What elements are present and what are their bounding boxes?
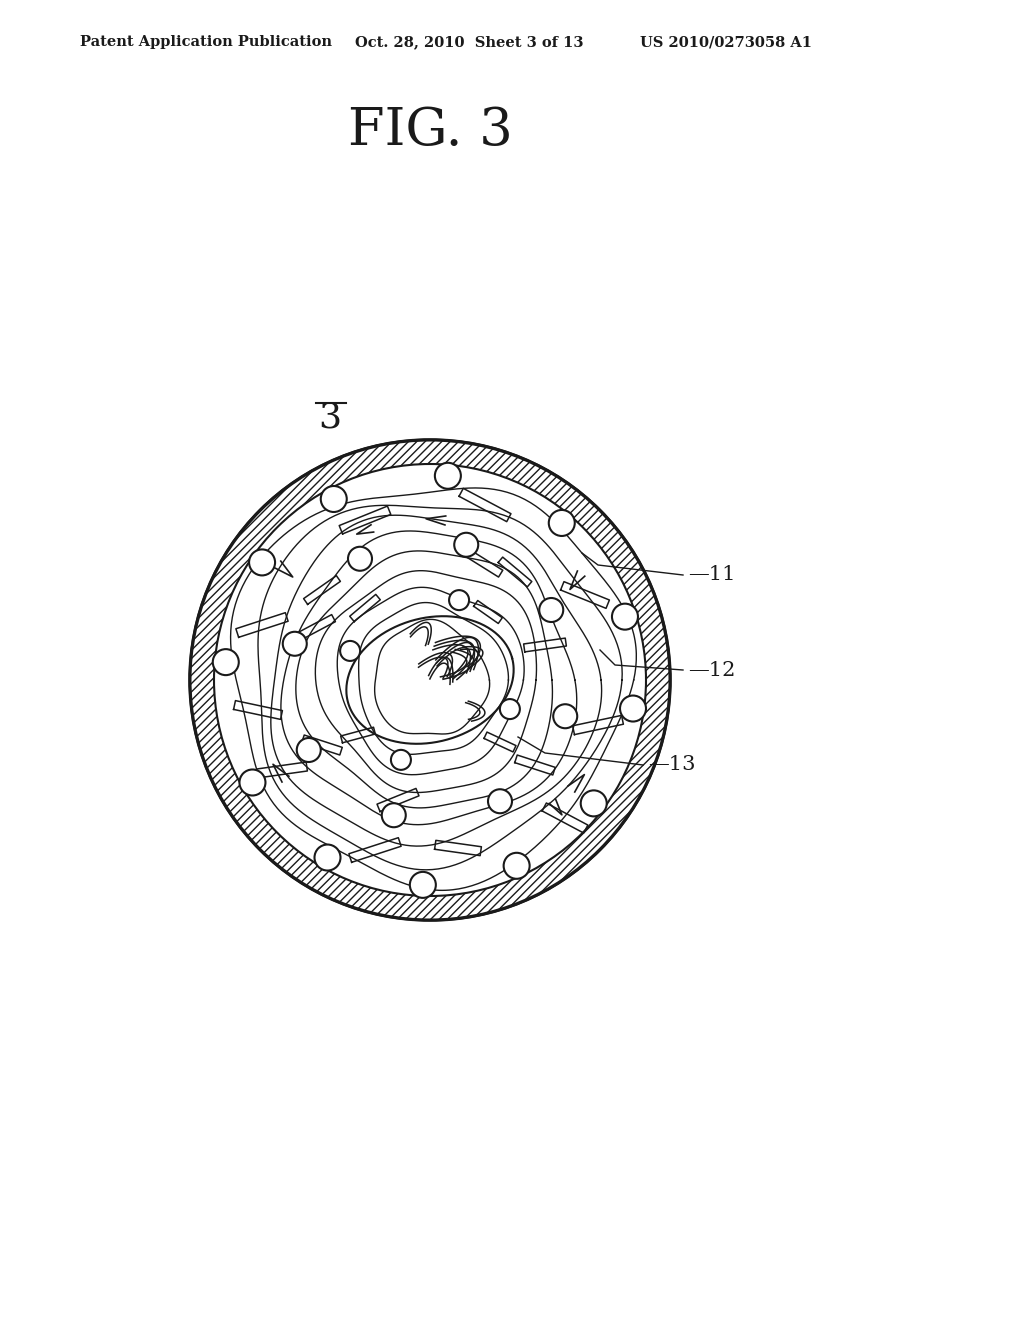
Circle shape <box>190 440 670 920</box>
Circle shape <box>213 649 239 675</box>
Circle shape <box>435 463 461 488</box>
Circle shape <box>620 696 646 722</box>
Wedge shape <box>190 440 670 920</box>
Circle shape <box>410 873 436 898</box>
Circle shape <box>540 598 563 622</box>
Circle shape <box>321 486 347 512</box>
Circle shape <box>249 549 275 576</box>
Circle shape <box>314 845 341 870</box>
Circle shape <box>500 700 520 719</box>
Text: —11: —11 <box>688 565 735 585</box>
Circle shape <box>581 791 607 816</box>
Circle shape <box>348 546 372 570</box>
Text: Patent Application Publication: Patent Application Publication <box>80 36 332 49</box>
Circle shape <box>488 789 512 813</box>
Circle shape <box>549 510 574 536</box>
Circle shape <box>391 750 411 770</box>
Circle shape <box>612 603 638 630</box>
Text: FIG. 3: FIG. 3 <box>347 106 512 156</box>
Circle shape <box>240 770 265 796</box>
Circle shape <box>340 642 360 661</box>
Text: US 2010/0273058 A1: US 2010/0273058 A1 <box>640 36 812 49</box>
Circle shape <box>553 705 578 729</box>
Circle shape <box>450 590 469 610</box>
Circle shape <box>382 804 406 828</box>
Text: —13: —13 <box>648 755 695 775</box>
Text: Oct. 28, 2010  Sheet 3 of 13: Oct. 28, 2010 Sheet 3 of 13 <box>355 36 584 49</box>
Circle shape <box>455 533 478 557</box>
Text: 3: 3 <box>318 400 342 434</box>
Text: —12: —12 <box>688 660 735 680</box>
Circle shape <box>283 632 307 656</box>
Circle shape <box>297 738 321 762</box>
Circle shape <box>504 853 529 879</box>
